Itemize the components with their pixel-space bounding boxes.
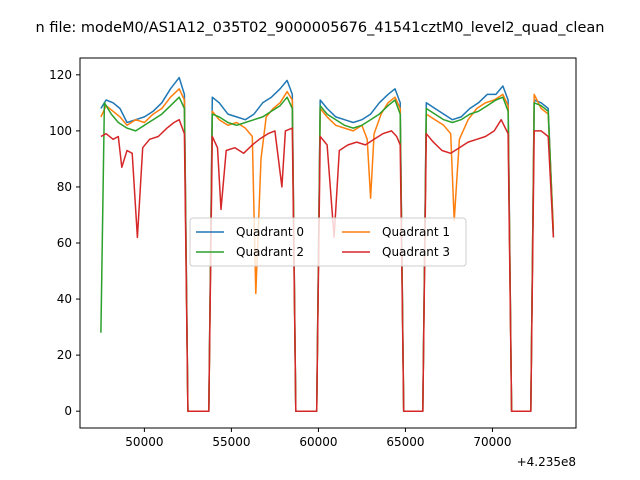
x-tick-label: 70000 xyxy=(473,435,511,449)
y-tick-label: 60 xyxy=(57,236,72,250)
chart-title: n file: modeM0/AS1A12_035T02_9000005676_… xyxy=(36,20,605,36)
series-line-quadrant-0 xyxy=(100,76,555,412)
legend-label-quadrant-3: Quadrant 3 xyxy=(382,245,450,259)
y-tick-label: 100 xyxy=(49,124,72,138)
y-axis: 0 20 40 60 80 100 120 xyxy=(49,68,80,418)
plot-area: 50000 55000 60000 65000 70000 0 20 40 60 80 100 12… xyxy=(49,57,577,449)
y-tick-label: 80 xyxy=(57,180,72,194)
series-line-quadrant-2 xyxy=(100,96,555,412)
y-tick-label: 0 xyxy=(64,404,72,418)
legend-label-quadrant-0: Quadrant 0 xyxy=(236,225,304,239)
y-tick-label: 40 xyxy=(57,292,72,306)
y-tick-label: 120 xyxy=(49,68,72,82)
x-tick-label: 65000 xyxy=(386,435,424,449)
series-layer xyxy=(100,76,555,412)
legend-box xyxy=(189,217,467,267)
x-tick-label: 55000 xyxy=(212,435,250,449)
legend: Quadrant 0 Quadrant 1 Quadrant 2 Quadrant 3 xyxy=(189,217,467,267)
series-line-quadrant-3 xyxy=(100,118,555,412)
legend-label-quadrant-2: Quadrant 2 xyxy=(236,245,304,259)
x-tick-label: 50000 xyxy=(125,435,163,449)
series-line-quadrant-1 xyxy=(100,88,555,412)
x-axis-offset-label: +4.235e8 xyxy=(517,455,576,469)
x-tick-label: 60000 xyxy=(299,435,337,449)
y-tick-label: 20 xyxy=(57,348,72,362)
legend-label-quadrant-1: Quadrant 1 xyxy=(382,225,450,239)
x-axis: 50000 55000 60000 65000 70000 xyxy=(125,428,512,449)
